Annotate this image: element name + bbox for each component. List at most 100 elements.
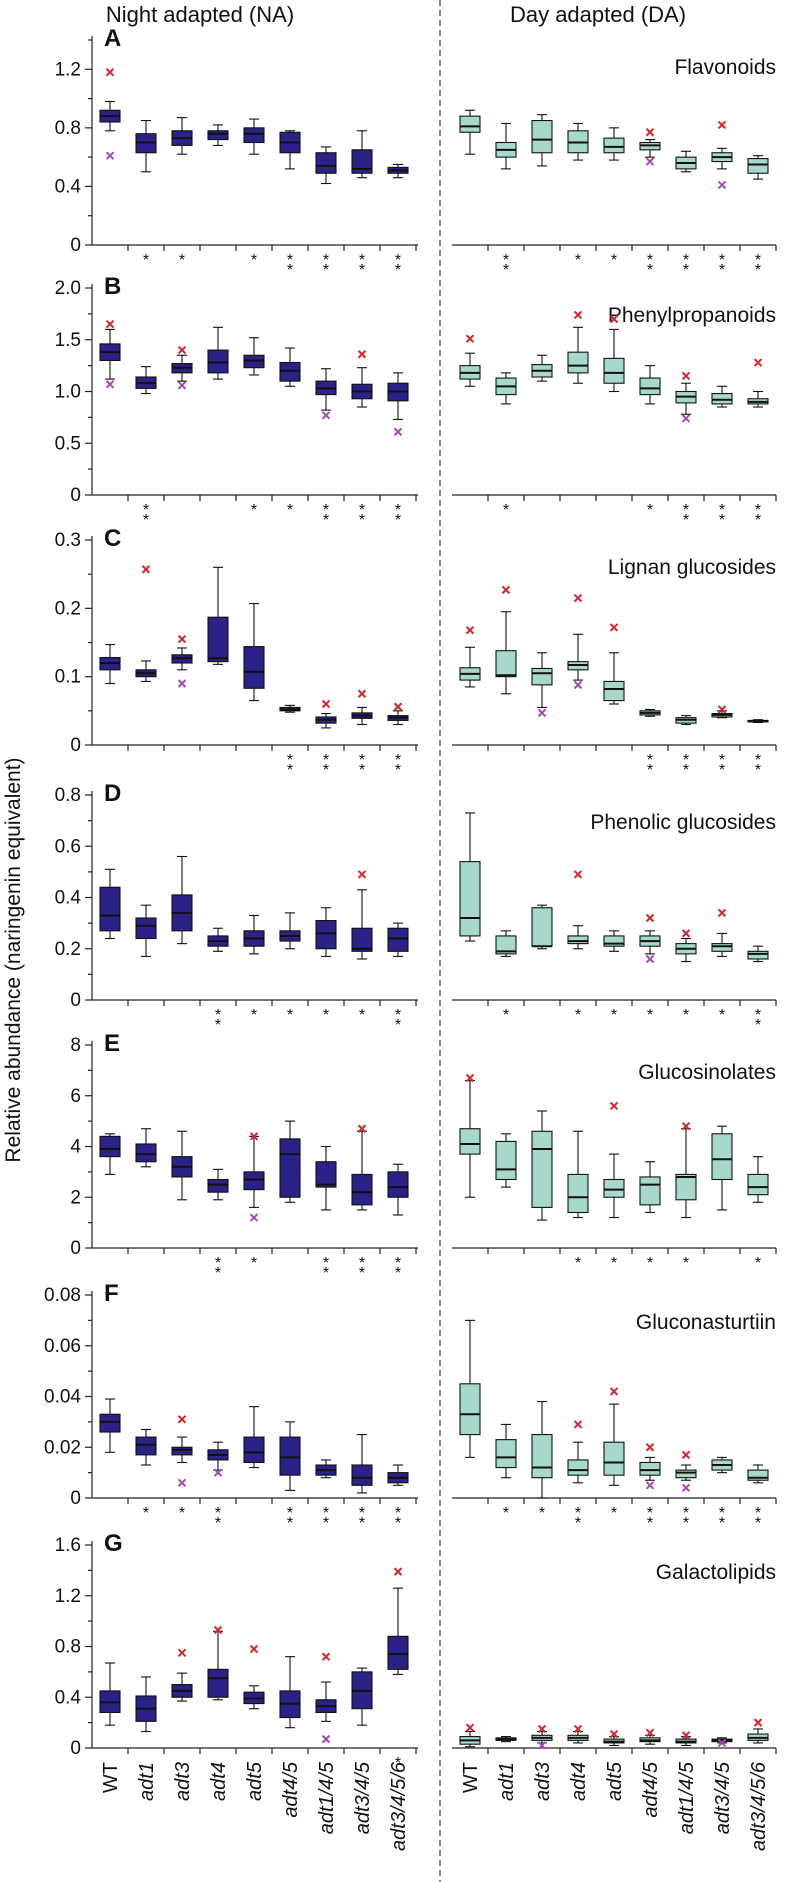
box-da-adt3 bbox=[531, 114, 553, 167]
outlier-max-marker bbox=[357, 870, 367, 879]
box-da-adt3-4-5: ** bbox=[711, 705, 733, 779]
outlier-max-marker bbox=[105, 320, 115, 329]
outlier-max-marker bbox=[609, 1729, 619, 1739]
outlier-max-marker bbox=[465, 1723, 475, 1732]
significance-asterisk: * bbox=[395, 1007, 401, 1024]
box-na-WT bbox=[99, 68, 121, 160]
box-iqr bbox=[387, 1171, 409, 1198]
box-da-adt3-4-5-6 bbox=[747, 1718, 769, 1744]
significance-asterisk: * bbox=[287, 762, 293, 779]
box-iqr bbox=[387, 1635, 409, 1670]
outlier-max-marker bbox=[573, 310, 583, 320]
outlier-min-marker bbox=[249, 1213, 259, 1222]
box-iqr bbox=[603, 1441, 625, 1476]
genotype-label-na: adt1 bbox=[136, 1762, 158, 1801]
genotype-label-na: adt3/4/5/6 bbox=[388, 1761, 410, 1851]
genotype-label-da: adt5 bbox=[604, 1761, 626, 1801]
significance-asterisk: * bbox=[215, 1515, 221, 1532]
significance-asterisk: * bbox=[755, 502, 761, 519]
y-tick-label: 4 bbox=[70, 1137, 81, 1158]
box-na-adt3-4-5-6: ** bbox=[387, 922, 409, 1034]
outlier-max-marker bbox=[465, 1073, 475, 1083]
box-da-adt3-4-5-6: * bbox=[747, 1156, 769, 1272]
y-tick-label: 0 bbox=[70, 235, 81, 256]
panel-title: Phenylpropanoids bbox=[608, 304, 776, 327]
outlier-max-marker bbox=[645, 128, 655, 137]
outlier-min-marker bbox=[393, 427, 403, 437]
significance-asterisk: * bbox=[647, 1505, 653, 1522]
significance-asterisk: * bbox=[683, 252, 689, 269]
box-iqr bbox=[567, 1173, 589, 1214]
panel-title: Galactolipids bbox=[656, 1561, 776, 1584]
box-na-adt5: * bbox=[243, 118, 265, 269]
significance-asterisk: * bbox=[323, 1505, 329, 1522]
box-da-adt1 bbox=[495, 1133, 517, 1188]
box-na-WT bbox=[99, 1133, 121, 1175]
significance-asterisk: * bbox=[719, 1007, 725, 1024]
box-da-adt4: ** bbox=[567, 1420, 589, 1532]
box-da-adt5: * bbox=[603, 930, 625, 1024]
box-na-adt3-4-5-6: * bbox=[387, 1567, 409, 1772]
box-na-adt1-4-5: ** bbox=[315, 699, 337, 779]
box-na-adt4-5 bbox=[279, 1656, 301, 1729]
box-na-adt3-4-5: ** bbox=[351, 689, 373, 779]
significance-asterisk: * bbox=[683, 262, 689, 279]
significance-asterisk: * bbox=[755, 752, 761, 769]
box-da-WT bbox=[459, 334, 481, 387]
outlier-min-marker bbox=[645, 157, 655, 166]
outlier-min-marker bbox=[321, 1734, 331, 1744]
significance-asterisk: * bbox=[395, 1505, 401, 1522]
na-header: Night adapted (NA) bbox=[106, 2, 294, 27]
y-tick-label: 0.8 bbox=[55, 1637, 81, 1658]
box-da-adt3-4-5-6: ** bbox=[747, 358, 769, 529]
box-da-adt1: ** bbox=[495, 122, 517, 279]
box-iqr bbox=[351, 149, 373, 174]
significance-asterisk: * bbox=[647, 262, 653, 279]
box-na-adt4 bbox=[207, 1625, 229, 1701]
box-iqr bbox=[351, 1464, 373, 1486]
outlier-max-marker bbox=[609, 1101, 619, 1111]
y-tick-label: 0 bbox=[70, 485, 81, 506]
box-da-adt1: * bbox=[495, 930, 517, 1024]
outlier-max-marker bbox=[537, 1724, 547, 1734]
box-na-adt3-4-5: ** bbox=[351, 130, 373, 279]
box-da-adt4: * bbox=[567, 870, 589, 1024]
outlier-max-marker bbox=[249, 1132, 259, 1141]
outlier-max-marker bbox=[609, 623, 619, 632]
box-da-adt3-4-5-6: ** bbox=[747, 155, 769, 279]
outlier-max-marker bbox=[393, 1567, 403, 1576]
significance-asterisk: * bbox=[323, 262, 329, 279]
box-da-adt3-4-5-6: ** bbox=[747, 945, 769, 1034]
box-na-adt4 bbox=[207, 566, 229, 665]
significance-asterisk: * bbox=[359, 1505, 365, 1522]
box-na-adt4 bbox=[207, 326, 229, 380]
significance-asterisk: * bbox=[755, 1255, 761, 1272]
box-iqr bbox=[279, 361, 301, 382]
significance-asterisk: * bbox=[683, 1007, 689, 1024]
box-iqr bbox=[603, 680, 625, 702]
box-na-adt3-4-5-6: ** bbox=[387, 163, 409, 279]
significance-asterisk: * bbox=[323, 1515, 329, 1532]
box-iqr bbox=[243, 354, 265, 369]
genotype-label-da: adt3/4/5 bbox=[712, 1761, 734, 1834]
significance-asterisk: * bbox=[719, 752, 725, 769]
outlier-max-marker bbox=[681, 929, 691, 938]
significance-asterisk: * bbox=[215, 1505, 221, 1522]
box-iqr bbox=[675, 1173, 697, 1201]
box-iqr bbox=[243, 1436, 265, 1464]
significance-asterisk: * bbox=[755, 1017, 761, 1034]
significance-asterisk: * bbox=[359, 762, 365, 779]
box-na-adt3-4-5: ** bbox=[351, 1434, 373, 1532]
box-na-adt1: ** bbox=[135, 366, 157, 529]
significance-asterisk: * bbox=[719, 262, 725, 279]
box-da-adt3 bbox=[531, 652, 553, 718]
box-na-adt5: * bbox=[243, 1132, 265, 1272]
outlier-min-marker bbox=[213, 1468, 223, 1477]
box-da-adt4-5: * bbox=[639, 1161, 661, 1272]
genotype-label-da: adt1/4/5 bbox=[676, 1761, 698, 1834]
box-da-adt3: * bbox=[531, 1401, 553, 1522]
significance-asterisk: * bbox=[359, 502, 365, 519]
